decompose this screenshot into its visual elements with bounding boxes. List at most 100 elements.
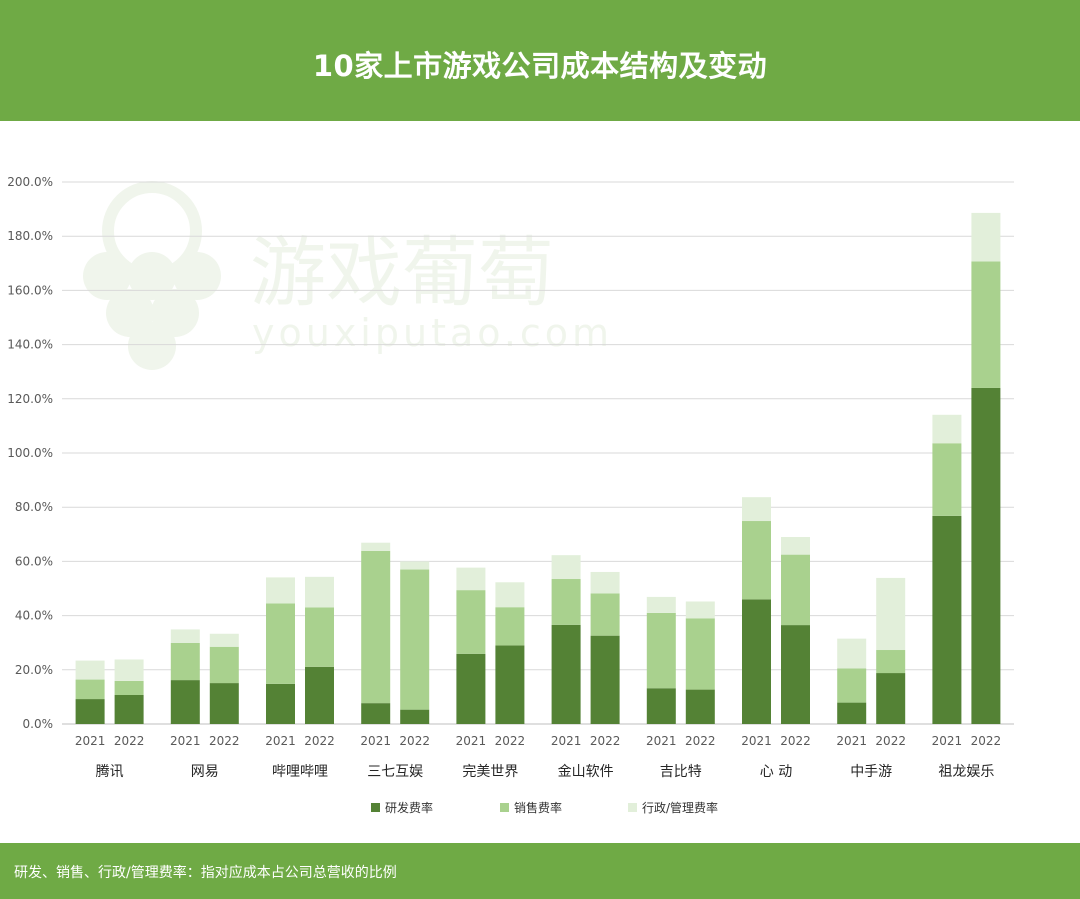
bar-segment xyxy=(551,579,581,625)
bar-segment xyxy=(837,702,867,724)
footnote: 研发、销售、行政/管理费率：指对应成本占公司总营收的比例 xyxy=(14,865,397,881)
x-year-label: 2022 xyxy=(495,734,526,748)
x-company-label: 完美世界 xyxy=(462,764,518,780)
legend-label-rd: 研发费率 xyxy=(385,801,434,815)
legend-swatch-admin xyxy=(628,803,637,812)
bar-segment xyxy=(400,561,430,570)
bar-segment xyxy=(590,571,620,594)
y-tick-label: 60.0% xyxy=(15,554,53,568)
bar-segment xyxy=(646,596,676,613)
bar-segment xyxy=(646,612,676,689)
legend-swatch-rd xyxy=(371,803,380,812)
bar-segment xyxy=(837,638,867,669)
legend-item-rd: 研发费率 xyxy=(371,799,433,816)
y-tick-label: 0.0% xyxy=(23,717,54,731)
bar-segment xyxy=(551,555,581,580)
x-company-label: 祖龙娱乐 xyxy=(938,764,994,780)
bar-segment xyxy=(170,680,200,724)
bar-segment xyxy=(305,666,334,724)
title-banner: 10家上市游戏公司成本结构及变动 xyxy=(0,0,1080,121)
bar-segment xyxy=(781,537,810,555)
bar-segment xyxy=(932,443,962,516)
bar-segment xyxy=(266,577,295,604)
bar-segment xyxy=(170,629,200,643)
bar-segment xyxy=(551,624,581,724)
watermark-url: youxiputao.com xyxy=(252,311,613,355)
bar-segment xyxy=(685,689,715,724)
y-tick-label: 180.0% xyxy=(7,229,53,243)
bar-segment xyxy=(495,607,525,646)
watermark-text: 游戏葡萄 xyxy=(250,228,554,317)
bar-segment xyxy=(971,212,1001,262)
x-year-label: 2021 xyxy=(932,734,963,748)
y-tick-label: 140.0% xyxy=(7,338,53,352)
bar-segment xyxy=(932,414,962,444)
bar-segment xyxy=(932,515,962,724)
bar-segment xyxy=(114,695,144,724)
bar-segment xyxy=(114,659,144,681)
y-tick-label: 20.0% xyxy=(15,663,53,677)
footer-banner: 研发、销售、行政/管理费率：指对应成本占公司总营收的比例 xyxy=(0,843,1080,899)
bar-segment xyxy=(361,550,391,704)
x-company-label: 吉比特 xyxy=(660,764,702,780)
bar-segment xyxy=(209,683,239,724)
x-year-label: 2022 xyxy=(304,734,335,748)
y-tick-label: 100.0% xyxy=(7,446,53,460)
x-year-label: 2022 xyxy=(780,734,811,748)
x-year-label: 2022 xyxy=(590,734,621,748)
bar-segment xyxy=(876,673,906,724)
bar-segment xyxy=(75,699,105,724)
bar-segment xyxy=(266,603,295,684)
bar-segment xyxy=(400,709,430,724)
legend-item-sales: 销售费率 xyxy=(500,799,562,816)
x-year-label: 2022 xyxy=(399,734,430,748)
bar-segment xyxy=(781,625,810,724)
x-year-label: 2021 xyxy=(646,734,677,748)
x-company-label: 心 动 xyxy=(760,764,792,780)
watermark-grape-icon xyxy=(83,252,131,300)
x-year-label: 2021 xyxy=(170,734,201,748)
bar-segment xyxy=(114,680,144,696)
bar-segment xyxy=(590,593,620,636)
x-year-label: 2022 xyxy=(685,734,716,748)
x-year-label: 2021 xyxy=(551,734,582,748)
y-tick-label: 80.0% xyxy=(15,500,53,514)
bar-segment xyxy=(685,618,715,690)
x-year-label: 2022 xyxy=(971,734,1002,748)
x-year-label: 2022 xyxy=(875,734,906,748)
legend-label-sales: 销售费率 xyxy=(514,801,563,815)
x-company-label: 中手游 xyxy=(850,764,892,780)
x-company-label: 金山软件 xyxy=(558,764,614,780)
x-company-label: 哔哩哔哩 xyxy=(272,764,328,780)
bar-segment xyxy=(456,653,486,724)
bar-segment xyxy=(305,576,334,608)
y-tick-label: 200.0% xyxy=(7,175,53,189)
bar-segment xyxy=(75,679,105,700)
y-tick-label: 120.0% xyxy=(7,392,53,406)
legend-item-admin: 行政/管理费率 xyxy=(628,799,718,816)
x-year-label: 2022 xyxy=(209,734,240,748)
x-year-label: 2021 xyxy=(456,734,487,748)
bar-segment xyxy=(742,599,771,724)
bar-segment xyxy=(361,703,391,724)
x-year-label: 2021 xyxy=(360,734,391,748)
x-year-label: 2021 xyxy=(741,734,772,748)
bar-segment xyxy=(685,601,715,619)
y-tick-label: 160.0% xyxy=(7,283,53,297)
x-company-label: 三七互娱 xyxy=(367,764,423,780)
x-year-label: 2021 xyxy=(75,734,106,748)
x-year-label: 2021 xyxy=(836,734,867,748)
bar-segment xyxy=(361,542,391,551)
legend-swatch-sales xyxy=(500,803,509,812)
bar-segment xyxy=(209,633,239,647)
bar-segment xyxy=(495,645,525,724)
bar-segment xyxy=(456,590,486,654)
bar-segment xyxy=(876,577,906,651)
bar-segment xyxy=(400,569,430,710)
chart-title: 10家上市游戏公司成本结构及变动 xyxy=(312,48,768,83)
bar-segment xyxy=(876,650,906,674)
y-tick-label: 40.0% xyxy=(15,609,53,623)
bar-segment xyxy=(837,668,867,703)
bar-segment xyxy=(742,497,771,522)
